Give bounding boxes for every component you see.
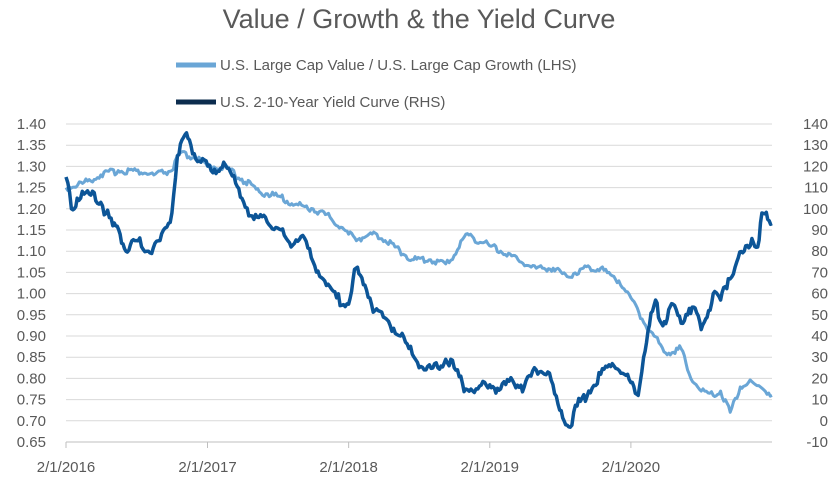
left-tick-label: 1.40 bbox=[17, 116, 46, 133]
x-tick-label: 2/1/2019 bbox=[461, 459, 519, 476]
left-tick-label: 1.05 bbox=[17, 264, 46, 281]
x-tick-label: 2/1/2017 bbox=[178, 459, 236, 476]
right-axis-ticks: -10 0 10 20 30 40 50 60 70 80 90 100 110 120 130 140 bbox=[803, 116, 828, 451]
left-tick-label: 1.25 bbox=[17, 180, 46, 197]
legend-label-yield-curve: U.S. 2-10-Year Yield Curve (RHS) bbox=[220, 94, 445, 111]
left-tick-label: 0.70 bbox=[17, 413, 46, 430]
legend-label-value-growth: U.S. Large Cap Value / U.S. Large Cap Gr… bbox=[220, 57, 577, 74]
left-tick-label: 0.95 bbox=[17, 307, 46, 324]
right-tick-label: 10 bbox=[811, 392, 828, 409]
series-line-yield-curve bbox=[64, 131, 773, 429]
right-tick-label: 70 bbox=[811, 264, 828, 281]
left-tick-label: 1.10 bbox=[17, 243, 46, 260]
legend-item-yield-curve: U.S. 2-10-Year Yield Curve (RHS) bbox=[176, 94, 445, 111]
right-tick-label: 60 bbox=[811, 286, 828, 303]
left-axis-ticks: 0.65 0.70 0.75 0.80 0.85 0.90 0.95 1.00 1.05 1.10… bbox=[17, 116, 46, 451]
right-tick-label: 40 bbox=[811, 328, 828, 345]
gridlines bbox=[66, 123, 772, 443]
right-tick-label: 100 bbox=[803, 201, 828, 218]
left-tick-label: 1.20 bbox=[17, 201, 46, 218]
left-tick-label: 1.30 bbox=[17, 158, 46, 175]
left-tick-label: 0.80 bbox=[17, 370, 46, 387]
right-tick-label: 50 bbox=[811, 307, 828, 324]
right-tick-label: 120 bbox=[803, 158, 828, 175]
left-tick-label: 0.90 bbox=[17, 328, 46, 345]
right-tick-label: -10 bbox=[806, 434, 828, 451]
right-tick-label: 0 bbox=[820, 413, 828, 430]
right-tick-label: 30 bbox=[811, 349, 828, 366]
right-tick-label: 90 bbox=[811, 222, 828, 239]
x-tick-label: 2/1/2018 bbox=[319, 459, 377, 476]
right-tick-label: 130 bbox=[803, 137, 828, 154]
legend-item-value-growth: U.S. Large Cap Value / U.S. Large Cap Gr… bbox=[176, 57, 577, 74]
left-tick-label: 0.75 bbox=[17, 392, 46, 409]
left-tick-label: 1.15 bbox=[17, 222, 46, 239]
chart-title: Value / Growth & the Yield Curve bbox=[223, 4, 616, 34]
right-tick-label: 20 bbox=[811, 370, 828, 387]
series-lines bbox=[64, 131, 773, 429]
series-line-value-growth bbox=[64, 150, 773, 414]
x-axis: 2/1/2016 2/1/2017 2/1/2018 2/1/2019 2/1/2020 bbox=[37, 441, 772, 476]
left-tick-label: 1.35 bbox=[17, 137, 46, 154]
right-tick-label: 80 bbox=[811, 243, 828, 260]
left-tick-label: 1.00 bbox=[17, 286, 46, 303]
x-tick-label: 2/1/2016 bbox=[37, 459, 95, 476]
left-tick-label: 0.65 bbox=[17, 434, 46, 451]
left-tick-label: 0.85 bbox=[17, 349, 46, 366]
legend: U.S. Large Cap Value / U.S. Large Cap Gr… bbox=[176, 57, 577, 111]
right-tick-label: 140 bbox=[803, 116, 828, 133]
right-tick-label: 110 bbox=[804, 180, 828, 197]
x-tick-label: 2/1/2020 bbox=[602, 459, 660, 476]
